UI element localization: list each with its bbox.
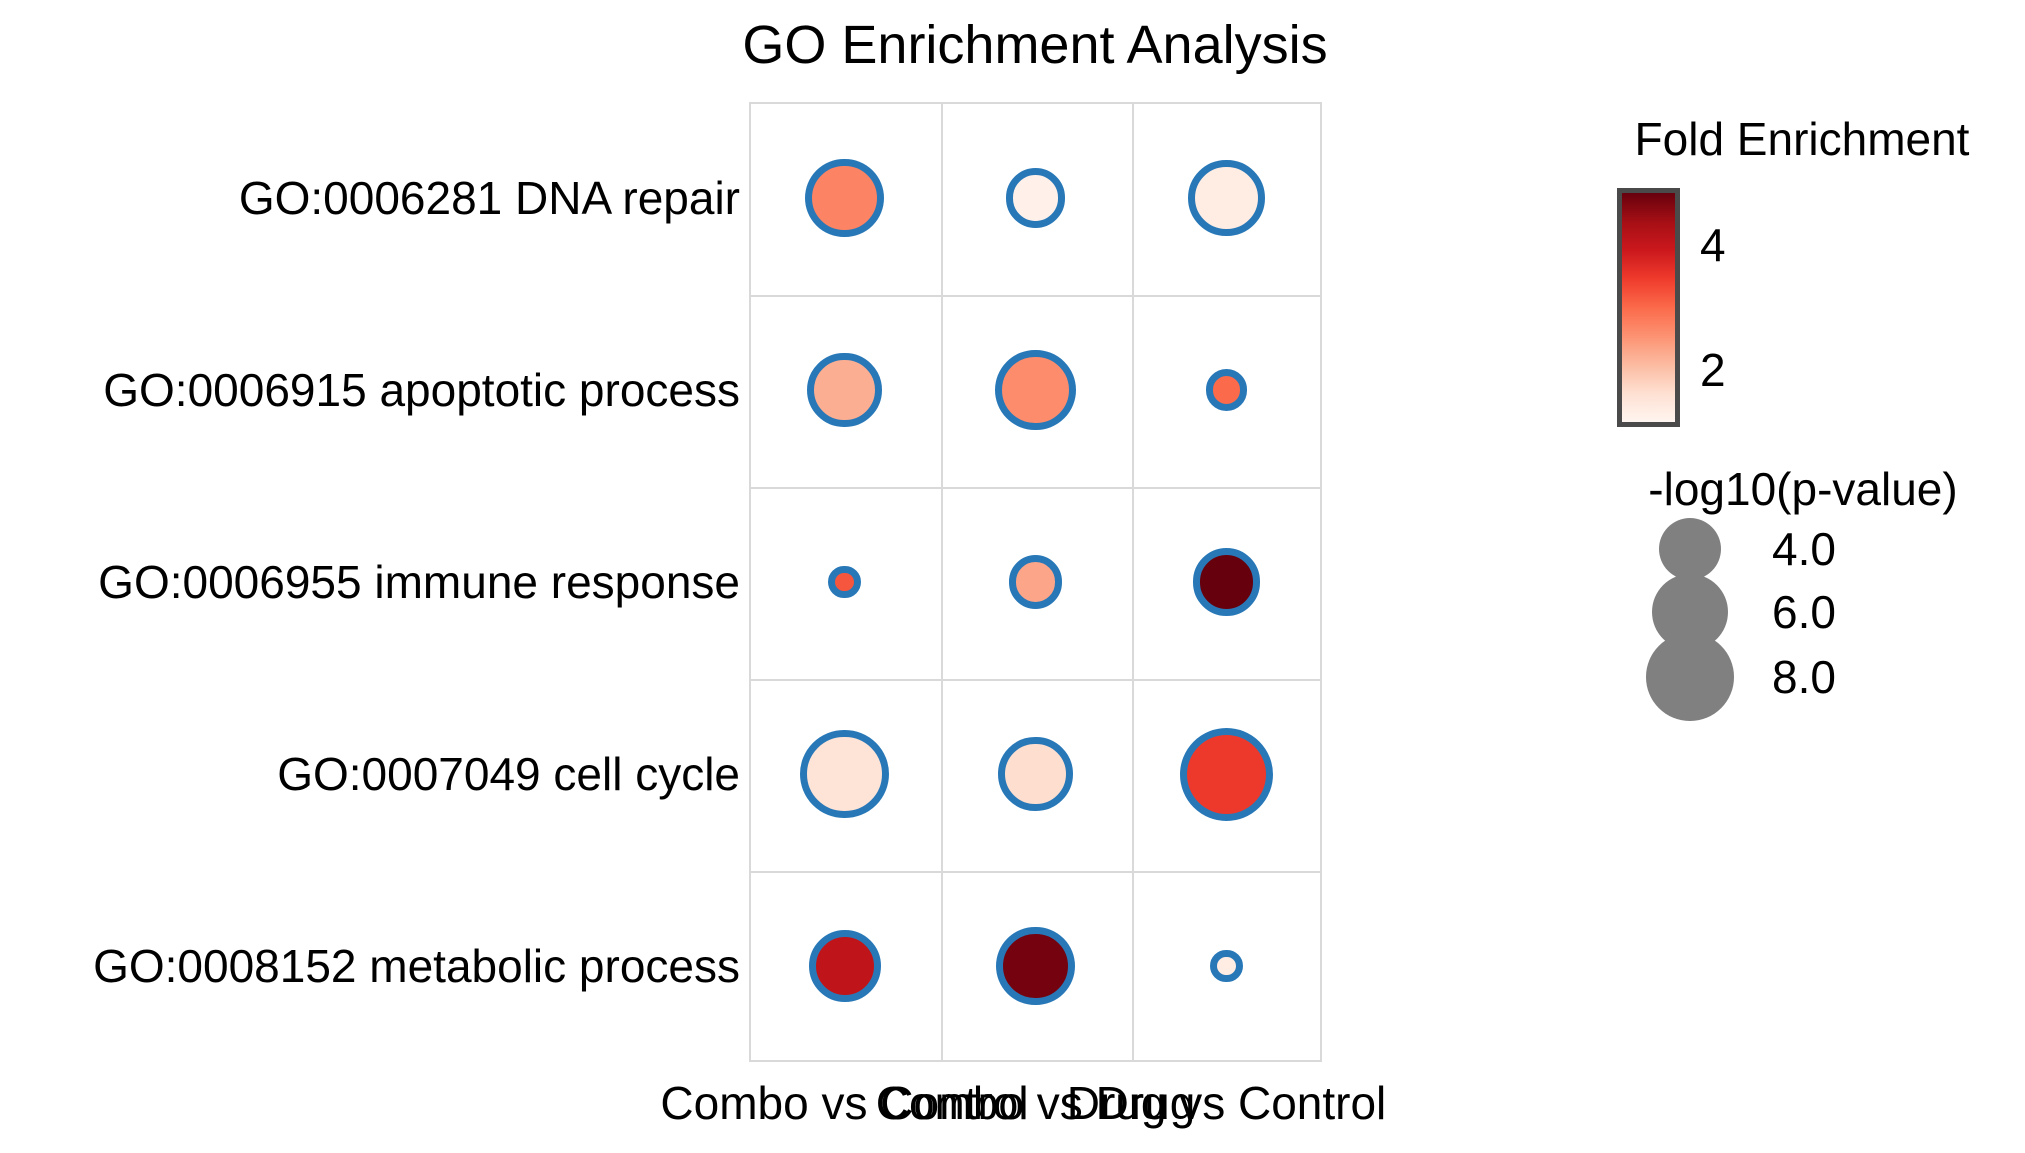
size-legend-circle [1659,518,1721,580]
y-axis-label: GO:0007049 cell cycle [277,748,740,800]
x-axis-label: Combo vs Control [660,1077,1029,1129]
bubble [996,926,1075,1006]
y-axis-label: GO:0006955 immune response [98,556,740,608]
grid-line-horizontal [751,487,1320,489]
bubble [1188,159,1265,237]
y-axis-label: GO:0006281 DNA repair [238,172,740,224]
grid-line-horizontal [751,871,1320,873]
colorbar-tick-label: 2 [1700,344,1726,396]
bubble [807,352,882,428]
size-legend-value: 6.0 [1772,586,1836,638]
y-axis-label: GO:0006915 apoptotic process [103,364,740,416]
x-axis-label: Combo vs Drug [875,1077,1196,1129]
x-axis-label: Drug vs Control [1066,1077,1387,1129]
size-legend-title: -log10(p-value) [1648,463,1958,515]
bubble [995,349,1076,431]
bubble [1005,168,1066,228]
size-legend-value: 8.0 [1772,651,1836,703]
colorbar-tick-label: 4 [1700,219,1726,271]
bubble [805,158,884,238]
size-legend-circle [1646,633,1734,721]
bubble [1192,548,1261,616]
y-axis-label: GO:0008152 metabolic process [93,940,740,992]
bubble [1210,949,1243,983]
size-legend-value: 4.0 [1772,523,1836,575]
plot-area [749,102,1322,1062]
bubble [808,930,881,1002]
bubble [800,729,889,819]
bubble [1180,727,1273,821]
grid-line-vertical [941,104,943,1060]
colorbar-legend-title: Fold Enrichment [1634,113,1970,165]
grid-line-horizontal [751,679,1320,681]
bubble [998,736,1073,812]
chart-title: GO Enrichment Analysis [742,15,1328,75]
grid-line-horizontal [751,295,1320,297]
bubble [828,565,861,599]
grid-line-vertical [1132,104,1134,1060]
bubble [1008,555,1063,609]
colorbar [1617,188,1680,427]
bubble [1205,369,1248,411]
